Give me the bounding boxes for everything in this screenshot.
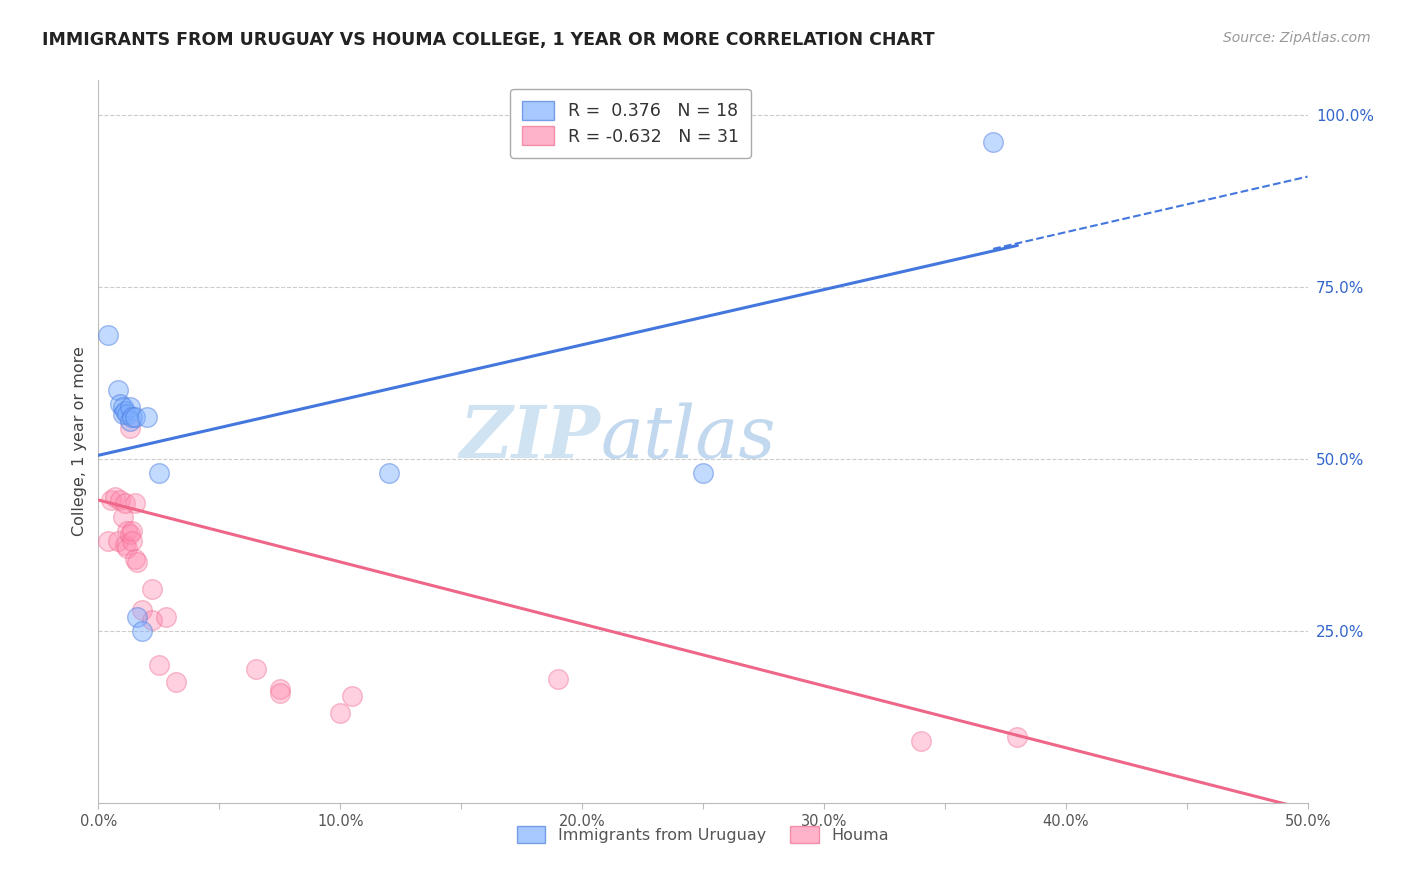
Point [104, 490, 127, 504]
Point [141, 582, 163, 597]
Point [547, 672, 569, 686]
Point [342, 689, 364, 703]
Point [329, 706, 352, 721]
Point [131, 603, 153, 617]
Y-axis label: College, 1 year or more: College, 1 year or more [72, 347, 87, 536]
Point [155, 610, 177, 624]
Point [910, 734, 932, 748]
Point [111, 510, 134, 524]
Point [97, 327, 120, 342]
Point [692, 466, 714, 480]
Point [269, 686, 291, 700]
Text: ZIP: ZIP [460, 402, 600, 474]
Point [100, 493, 122, 508]
Point [148, 466, 170, 480]
Point [269, 682, 291, 697]
Point [114, 496, 136, 510]
Point [117, 541, 139, 556]
Point [114, 403, 136, 417]
Point [117, 407, 139, 421]
Legend: Immigrants from Uruguay, Houma: Immigrants from Uruguay, Houma [508, 816, 898, 853]
Point [124, 496, 146, 510]
Point [127, 610, 149, 624]
Point [108, 397, 131, 411]
Point [127, 555, 149, 569]
Point [107, 383, 129, 397]
Point [165, 675, 187, 690]
Text: atlas: atlas [600, 402, 776, 473]
Point [121, 534, 143, 549]
Point [118, 421, 141, 435]
Text: Source: ZipAtlas.com: Source: ZipAtlas.com [1223, 31, 1371, 45]
Text: IMMIGRANTS FROM URUGUAY VS HOUMA COLLEGE, 1 YEAR OR MORE CORRELATION CHART: IMMIGRANTS FROM URUGUAY VS HOUMA COLLEGE… [42, 31, 935, 49]
Point [148, 658, 170, 673]
Point [107, 534, 129, 549]
Point [124, 551, 146, 566]
Point [377, 466, 399, 480]
Point [97, 534, 120, 549]
Point [111, 400, 134, 414]
Point [118, 400, 141, 414]
Point [135, 410, 157, 425]
Point [118, 527, 141, 541]
Point [121, 524, 143, 538]
Point [245, 662, 267, 676]
Point [111, 407, 134, 421]
Point [124, 410, 146, 425]
Point [114, 538, 136, 552]
Point [981, 135, 1004, 149]
Point [131, 624, 153, 638]
Point [118, 414, 141, 428]
Point [117, 524, 139, 538]
Point [1007, 731, 1029, 745]
Point [121, 410, 143, 425]
Point [108, 493, 131, 508]
Point [141, 614, 163, 628]
